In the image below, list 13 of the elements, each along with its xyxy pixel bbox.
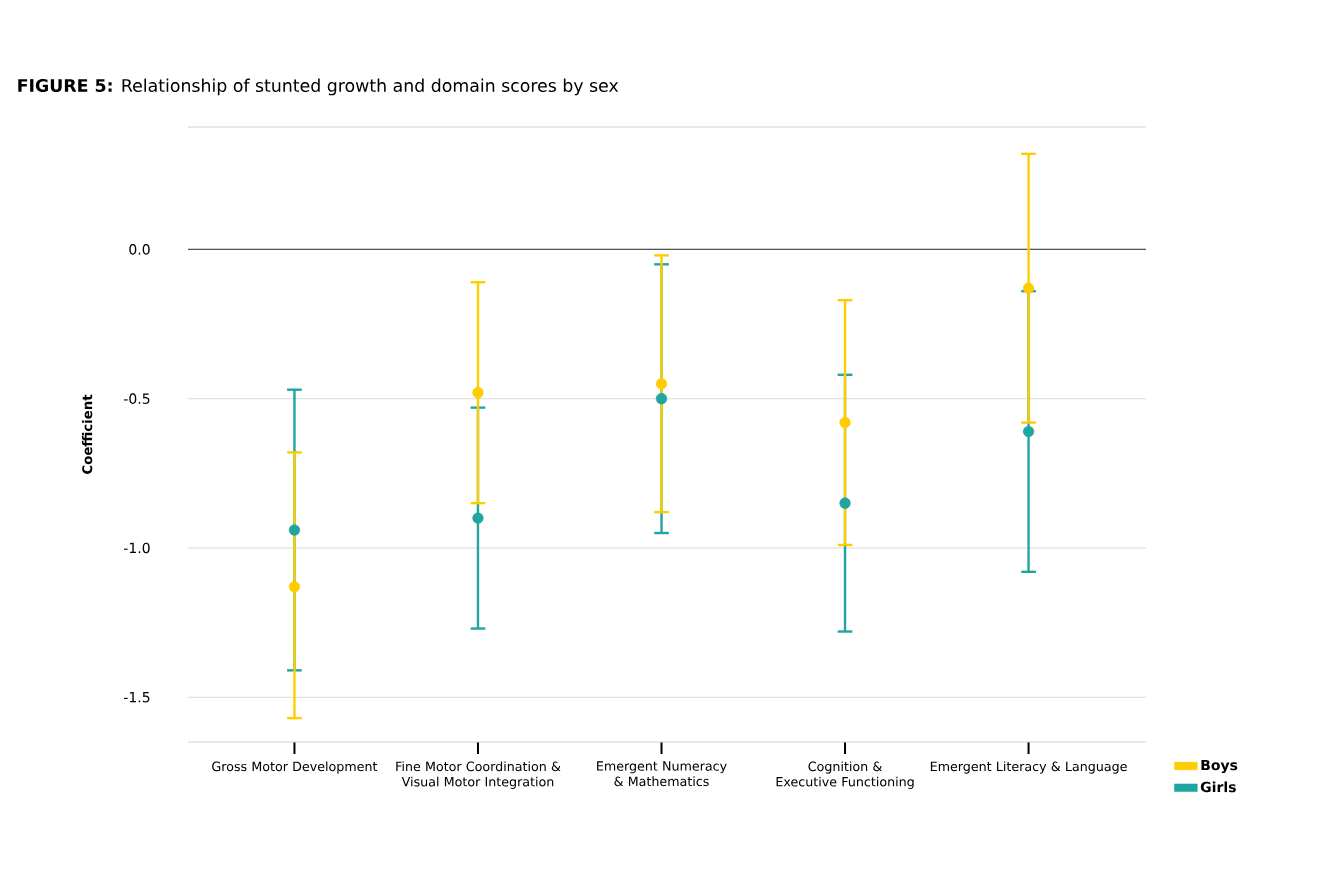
- legend-label: Boys: [1201, 759, 1238, 774]
- x-tick-label: Emergent Literacy & Language: [930, 761, 1127, 774]
- y-tick-label: -0.5: [124, 393, 150, 404]
- x-tick-label: Fine Motor Coordination & Visual Motor Integration: [396, 761, 561, 789]
- y-tick-label: -1.0: [124, 542, 150, 554]
- legend-label: Girls: [1200, 781, 1236, 793]
- x-tick-label: Cognition & Executive Functioning: [776, 761, 914, 789]
- y-tick-label: 0.0: [129, 244, 150, 255]
- y-tick-label: -1.5: [124, 692, 150, 703]
- x-tick-label: Gross Motor Development: [212, 761, 378, 774]
- y-axis-title: Coefficient: [81, 394, 93, 474]
- x-tick-label: Emergent Numeracy & Mathematics: [597, 761, 727, 787]
- chart-title: FIGURE 5: Relationship of stunted growth and domain scores by sex: [18, 78, 619, 96]
